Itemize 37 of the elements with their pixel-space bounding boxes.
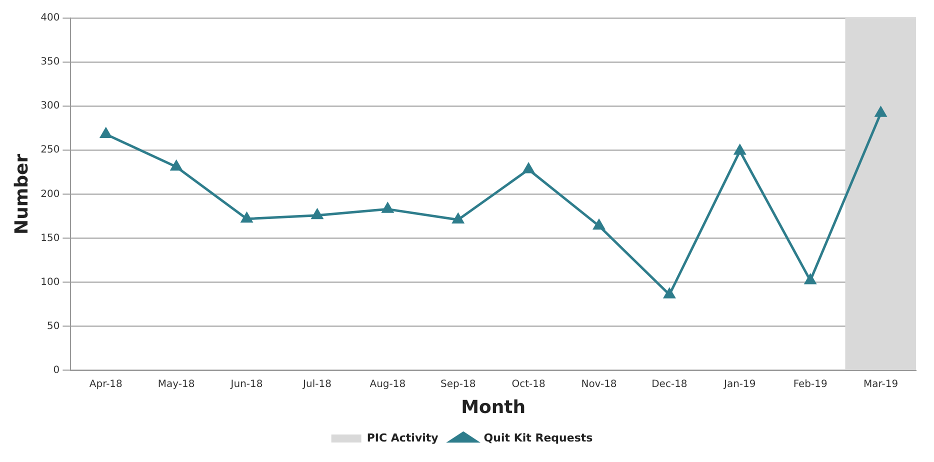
y-tick-label: 100 — [40, 276, 60, 288]
y-tick-label: 350 — [40, 56, 60, 68]
point — [170, 160, 182, 171]
x-axis-title: Month — [461, 396, 526, 418]
point — [382, 202, 394, 213]
legend-label: PIC Activity — [366, 431, 438, 444]
x-tick-label: Jun-18 — [230, 378, 263, 390]
y-tick-label: 300 — [40, 100, 60, 112]
point — [452, 214, 464, 224]
y-tick-label: 200 — [40, 188, 60, 200]
point — [734, 144, 746, 155]
x-tick-label: Aug-18 — [370, 378, 406, 390]
x-tick-label: Apr-18 — [89, 378, 122, 390]
x-tick-label: Oct-18 — [512, 378, 546, 390]
point — [241, 212, 252, 223]
y-tick-label: 0 — [53, 364, 60, 376]
x-tick-label: May-18 — [158, 378, 195, 390]
point — [312, 209, 323, 220]
x-tick-label: Mar-19 — [863, 378, 898, 390]
point — [804, 274, 816, 284]
y-tick-label: 150 — [40, 232, 60, 244]
point — [522, 163, 534, 174]
point — [875, 106, 886, 117]
point — [664, 288, 676, 298]
x-tick-label: Dec-18 — [652, 378, 688, 390]
x-tick-label: Jan-19 — [723, 378, 756, 390]
x-tick-label: Jul-18 — [302, 378, 332, 390]
point — [593, 220, 605, 230]
x-tick-label: Nov-18 — [581, 378, 617, 390]
x-tick-label: Sep-18 — [440, 378, 476, 390]
y-tick-label: 50 — [46, 320, 60, 332]
y-axis-title: Number — [11, 154, 32, 235]
legend-label: Quit Kit Requests — [484, 431, 594, 444]
y-tick-label: 400 — [40, 12, 60, 24]
y-tick-label: 250 — [40, 144, 60, 156]
point — [100, 128, 112, 138]
x-tick-label: Feb-19 — [793, 378, 828, 390]
